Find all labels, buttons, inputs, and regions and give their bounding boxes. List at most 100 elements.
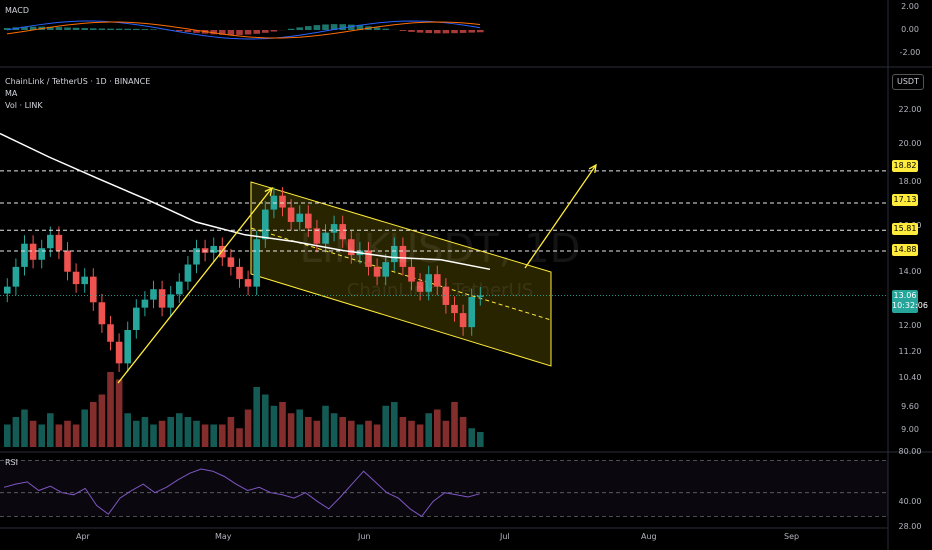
macd-histogram-bar bbox=[98, 28, 106, 30]
candle-body bbox=[348, 239, 355, 256]
macd-histogram-bar bbox=[21, 26, 28, 30]
current-price-tag: 13.06 10:32:06 bbox=[892, 290, 928, 313]
macd-histogram-bar bbox=[262, 30, 269, 33]
symbol-legend[interactable]: ChainLink / TetherUS · 1D · BINANCE bbox=[5, 77, 151, 86]
volume-bar bbox=[4, 424, 11, 447]
volume-bar bbox=[434, 409, 441, 447]
moving-average-line bbox=[0, 132, 491, 271]
volume-bar bbox=[270, 405, 278, 447]
candle-body bbox=[391, 245, 398, 263]
volume-bar bbox=[330, 413, 338, 447]
macd-histogram-bar bbox=[434, 30, 441, 34]
candle-body bbox=[115, 341, 123, 364]
level-tag: 15.81 bbox=[892, 223, 918, 235]
watermark-name: ChainLink / TetherUS bbox=[347, 280, 533, 301]
impulse-arrow-head bbox=[264, 186, 273, 196]
volume-bar bbox=[219, 424, 226, 447]
macd-histogram-bar bbox=[322, 24, 329, 30]
currency-unit-button[interactable]: USDT bbox=[892, 74, 924, 90]
price-tick: 9.00 bbox=[901, 425, 919, 434]
candle-body bbox=[227, 257, 235, 267]
candle-body bbox=[184, 264, 192, 282]
candle-body bbox=[98, 302, 106, 325]
macd-histogram-bar bbox=[133, 28, 140, 30]
macd-histogram-bar bbox=[477, 30, 484, 33]
macd-histogram-bar bbox=[150, 29, 157, 30]
volume-bar bbox=[81, 409, 88, 447]
macd-pane-title: MACD bbox=[5, 6, 29, 15]
price-tick: 9.60 bbox=[901, 402, 919, 411]
macd-histogram-bar bbox=[55, 27, 63, 30]
volume-bar bbox=[150, 424, 157, 447]
volume-bar bbox=[227, 417, 235, 447]
macd-line bbox=[6, 20, 481, 40]
time-tick: Apr bbox=[76, 532, 90, 541]
candle-body bbox=[107, 324, 114, 342]
rsi-tick: 80.00 bbox=[898, 447, 922, 456]
candle-body bbox=[330, 224, 338, 233]
price-tick: 20.00 bbox=[898, 139, 922, 148]
volume-bar bbox=[339, 417, 346, 447]
volume-bar bbox=[176, 413, 183, 447]
volume-bar bbox=[184, 417, 192, 447]
price-tick: 18.00 bbox=[898, 177, 922, 186]
volume-bar bbox=[38, 424, 45, 447]
volume-bar bbox=[442, 420, 450, 447]
volume-bar bbox=[158, 420, 166, 447]
volume-bar bbox=[356, 424, 364, 447]
candle-body bbox=[47, 234, 54, 249]
candle-body bbox=[124, 330, 131, 364]
candle-body bbox=[322, 232, 329, 244]
volume-bar bbox=[468, 428, 475, 447]
candle-body bbox=[176, 281, 183, 295]
volume-bar bbox=[287, 413, 295, 447]
volume-bar bbox=[29, 420, 37, 447]
volume-bar bbox=[201, 424, 209, 447]
macd-histogram-bar bbox=[339, 24, 346, 30]
volume-bar bbox=[399, 417, 407, 447]
ma-legend[interactable]: MA bbox=[5, 89, 18, 98]
candle-body bbox=[451, 304, 458, 314]
candle-body bbox=[55, 234, 63, 251]
volume-bar bbox=[253, 387, 260, 447]
macd-histogram-bar bbox=[193, 30, 200, 33]
candle-body bbox=[12, 266, 20, 287]
macd-histogram-bar bbox=[227, 30, 235, 35]
candle-body bbox=[141, 299, 149, 308]
macd-histogram-bar bbox=[348, 24, 355, 30]
volume-bar bbox=[64, 420, 71, 447]
candle-body bbox=[365, 250, 372, 267]
candle-body bbox=[236, 266, 243, 280]
candle-body bbox=[193, 248, 200, 265]
macd-histogram-bar bbox=[236, 30, 243, 35]
candle-body bbox=[4, 286, 11, 294]
macd-histogram-bar bbox=[287, 28, 295, 30]
macd-histogram-bar bbox=[244, 30, 252, 35]
volume-bar bbox=[322, 405, 329, 447]
candle-body bbox=[29, 243, 37, 260]
macd-histogram-bar bbox=[184, 30, 192, 32]
candle-body bbox=[442, 286, 450, 305]
macd-histogram-bar bbox=[176, 30, 183, 32]
rsi-band bbox=[0, 460, 888, 517]
macd-histogram-bar bbox=[408, 30, 415, 32]
candle-body bbox=[373, 266, 381, 277]
candle-body bbox=[477, 295, 484, 297]
macd-tick: 0.00 bbox=[901, 25, 919, 34]
macd-histogram-bar bbox=[141, 29, 149, 30]
macd-histogram-bar bbox=[210, 30, 217, 35]
candle-body bbox=[150, 289, 157, 300]
candle-body bbox=[158, 289, 166, 308]
volume-legend[interactable]: Vol · LINK bbox=[5, 101, 43, 110]
candle-body bbox=[133, 307, 140, 331]
candle-body bbox=[279, 195, 286, 208]
volume-bar bbox=[47, 413, 54, 447]
macd-histogram-bar bbox=[468, 30, 475, 33]
time-tick: Jul bbox=[500, 532, 510, 541]
time-tick: Sep bbox=[784, 532, 800, 541]
volume-bar bbox=[72, 424, 80, 447]
watermark-ticker: LINKUSDT, 1D bbox=[300, 226, 581, 272]
volume-bar bbox=[244, 409, 252, 447]
macd-histogram-bar bbox=[416, 30, 424, 33]
